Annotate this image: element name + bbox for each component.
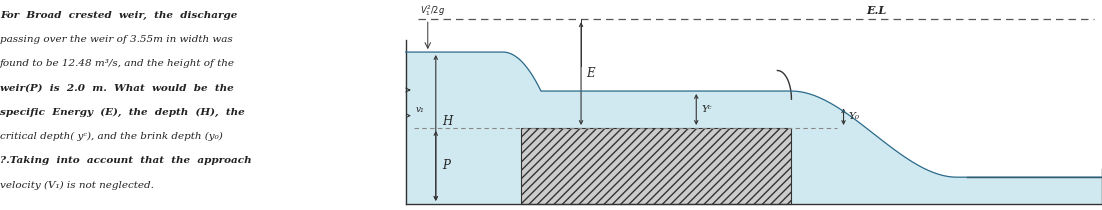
- Text: $V_1^2/2g$: $V_1^2/2g$: [420, 3, 445, 18]
- Text: found to be 12.48 m³/s, and the height of the: found to be 12.48 m³/s, and the height o…: [0, 59, 235, 68]
- Text: passing over the weir of 3.55m in width was: passing over the weir of 3.55m in width …: [0, 35, 233, 44]
- Polygon shape: [521, 128, 791, 204]
- Text: Y₀: Y₀: [849, 112, 860, 121]
- Polygon shape: [406, 52, 1102, 204]
- Text: velocity (V₁) is not neglected.: velocity (V₁) is not neglected.: [0, 180, 154, 190]
- Text: Yᶜ: Yᶜ: [701, 105, 712, 114]
- Text: critical depth( yᶜ), and the brink depth (y₀): critical depth( yᶜ), and the brink depth…: [0, 132, 223, 141]
- Text: E.L: E.L: [866, 5, 887, 16]
- Text: P: P: [442, 159, 450, 172]
- Text: v₁: v₁: [415, 105, 424, 114]
- Text: weir(P)  is  2.0  m.  What  would  be  the: weir(P) is 2.0 m. What would be the: [0, 84, 234, 93]
- Text: For  Broad  crested  weir,  the  discharge: For Broad crested weir, the discharge: [0, 11, 237, 20]
- Text: specific  Energy  (E),  the  depth  (H),  the: specific Energy (E), the depth (H), the: [0, 108, 245, 117]
- Text: H: H: [442, 115, 452, 128]
- Text: ?.Taking  into  account  that  the  approach: ?.Taking into account that the approach: [0, 156, 251, 165]
- Text: E: E: [586, 67, 595, 80]
